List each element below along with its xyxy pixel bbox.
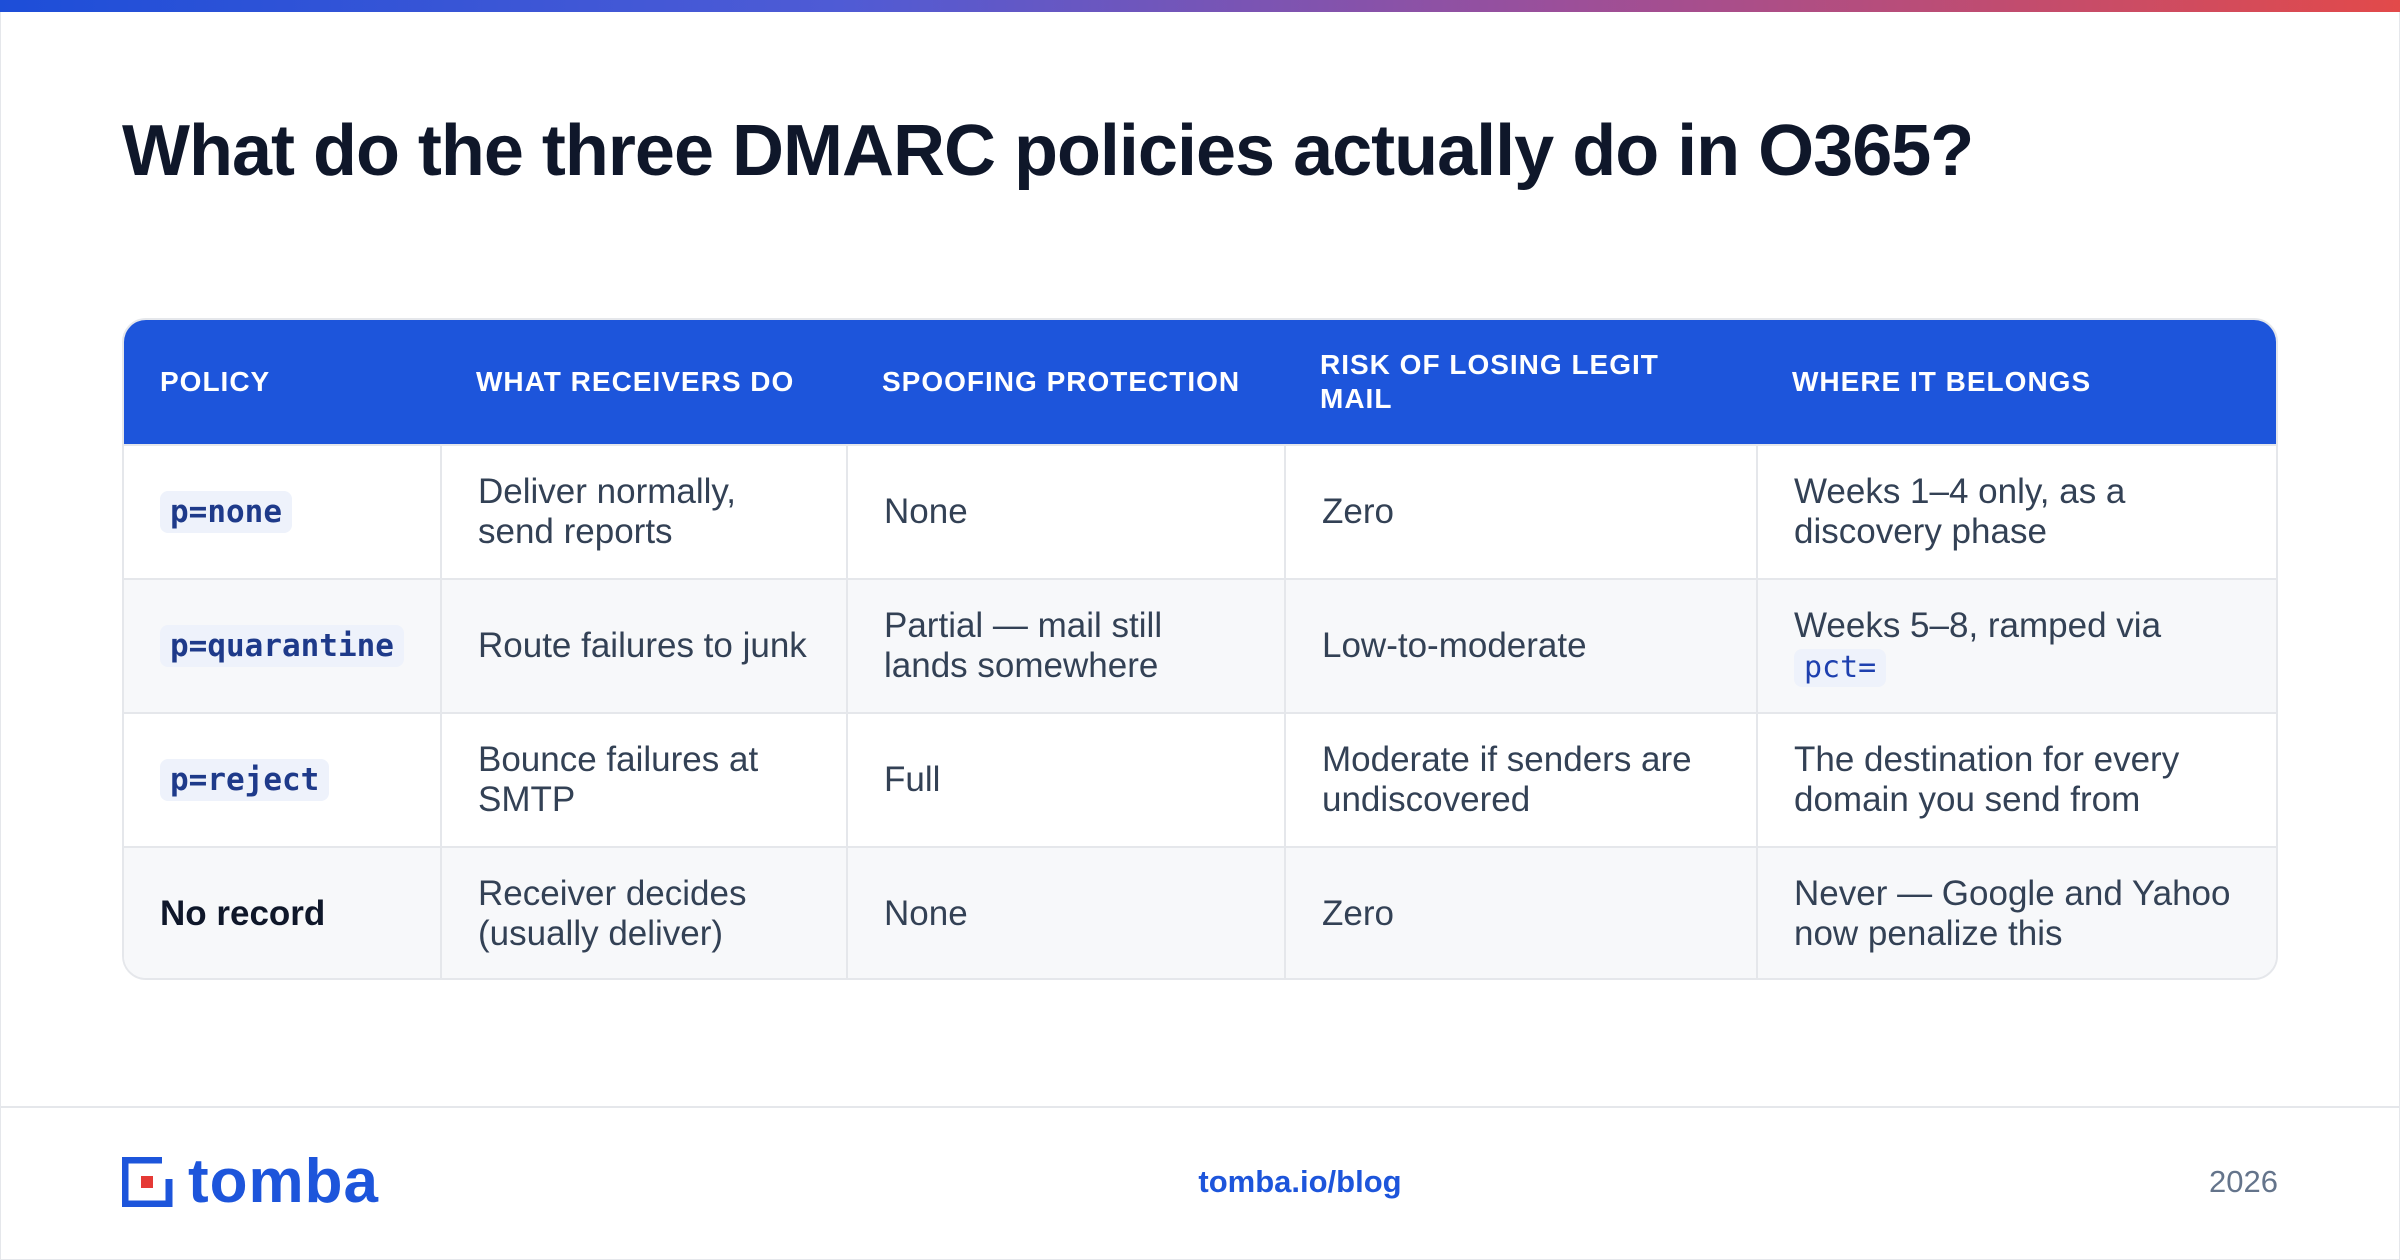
receivers-cell: Deliver normally, send reports xyxy=(440,446,846,578)
header-spoofing-protection: SPOOFING PROTECTION xyxy=(882,366,1241,397)
spoofing-cell: None xyxy=(846,446,1284,578)
header-what-receivers-do: WHAT RECEIVERS DO xyxy=(476,366,795,397)
belongs-cell: The destination for every domain you sen… xyxy=(1756,714,2276,846)
risk-cell: Low-to-moderate xyxy=(1284,580,1756,712)
spoofing-cell: Partial — mail still lands somewhere xyxy=(846,580,1284,712)
receivers-cell: Route failures to junk xyxy=(440,580,846,712)
policy-cell: No record xyxy=(124,848,440,978)
table-header-row: POLICY WHAT RECEIVERS DO SPOOFING PROTEC… xyxy=(124,320,2276,444)
policy-label: No record xyxy=(160,894,326,933)
belongs-text: Weeks 5–8, ramped via xyxy=(1794,605,2162,645)
belongs-cell: Never — Google and Yahoo now penalize th… xyxy=(1756,848,2276,978)
header-risk: RISK OF LOSING LEGIT MAIL xyxy=(1320,349,1659,414)
policy-cell: p=quarantine xyxy=(124,580,440,712)
footer-divider xyxy=(0,1106,2400,1108)
policy-cell: p=reject xyxy=(124,714,440,846)
risk-cell: Zero xyxy=(1284,446,1756,578)
tomba-logo[interactable]: tomba xyxy=(122,1147,379,1216)
spoofing-cell: Full xyxy=(846,714,1284,846)
table-row: p=reject Bounce failures at SMTP Full Mo… xyxy=(124,712,2276,846)
logo-text: tomba xyxy=(188,1147,379,1216)
header-where-it-belongs: WHERE IT BELONGS xyxy=(1792,366,2092,397)
policy-code: p=none xyxy=(160,491,292,533)
risk-cell: Moderate if senders are undiscovered xyxy=(1284,714,1756,846)
risk-cell: Zero xyxy=(1284,848,1756,978)
page-title: What do the three DMARC policies actuall… xyxy=(122,111,1974,191)
policy-code: p=quarantine xyxy=(160,625,404,667)
table-row: p=quarantine Route failures to junk Part… xyxy=(124,578,2276,712)
blog-link[interactable]: tomba.io/blog xyxy=(1198,1164,1402,1199)
receivers-cell: Bounce failures at SMTP xyxy=(440,714,846,846)
pct-code: pct= xyxy=(1794,648,1887,687)
table-row: p=none Deliver normally, send reports No… xyxy=(124,444,2276,578)
spoofing-cell: None xyxy=(846,848,1284,978)
footer-year: 2026 xyxy=(2209,1164,2278,1199)
table-row: No record Receiver decides (usually deli… xyxy=(124,846,2276,978)
belongs-cell: Weeks 1–4 only, as a discovery phase xyxy=(1756,446,2276,578)
policy-code: p=reject xyxy=(160,759,330,801)
tomba-mark-icon xyxy=(122,1157,182,1207)
header-policy: POLICY xyxy=(160,366,271,397)
receivers-cell: Receiver decides (usually deliver) xyxy=(440,848,846,978)
belongs-cell: Weeks 5–8, ramped via pct= xyxy=(1756,580,2276,712)
dmarc-policy-table: POLICY WHAT RECEIVERS DO SPOOFING PROTEC… xyxy=(122,318,2278,980)
gradient-top-bar xyxy=(0,0,2400,12)
policy-cell: p=none xyxy=(124,446,440,578)
